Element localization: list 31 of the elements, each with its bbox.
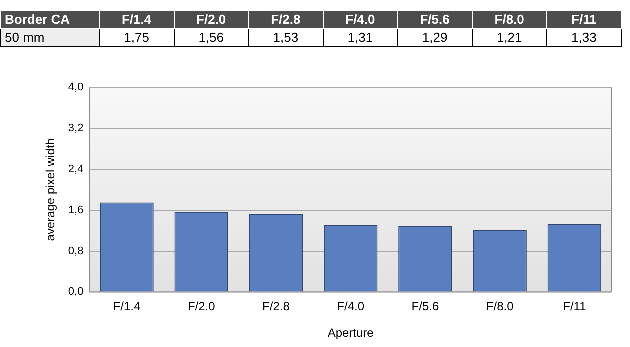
data-label: 1,21 xyxy=(472,28,547,46)
x-tick-label: F/1.4 xyxy=(113,300,141,314)
category-label: F/5.6 xyxy=(420,12,450,27)
y-axis-title: average pixel width xyxy=(44,138,58,242)
data-label: 1,53 xyxy=(248,28,324,46)
x-tick-label: F/2.0 xyxy=(188,300,216,314)
category-label: F/2.0 xyxy=(196,12,226,27)
category-label: F/11 xyxy=(572,12,597,27)
data-label: 1,33 xyxy=(546,28,622,46)
category-label: F/1.4 xyxy=(122,12,152,27)
y-tick-label: 2,4 xyxy=(68,163,84,176)
data-label: 1,29 xyxy=(398,28,472,46)
category-label: F/2.8 xyxy=(271,12,301,27)
x-tick-label: F/2.8 xyxy=(262,300,290,314)
category-label: F/4.0 xyxy=(346,12,376,27)
data-label: 1,56 xyxy=(174,28,249,46)
y-tick-label: 3,2 xyxy=(68,122,84,135)
x-axis-title: Aperture xyxy=(328,326,374,340)
text: 50 mm xyxy=(0,28,100,46)
data-label: 1,75 xyxy=(100,28,174,46)
x-tick-label: F/8.0 xyxy=(486,300,514,314)
y-tick-label: 1,6 xyxy=(68,204,84,216)
x-tick-label: F/4.0 xyxy=(337,300,365,314)
category-label: F/8.0 xyxy=(494,12,524,27)
data-label: 1,31 xyxy=(323,28,398,46)
chart-title: Border CA xyxy=(0,10,100,28)
y-tick-label: 0,0 xyxy=(68,286,84,298)
y-tick-label: 4,0 xyxy=(68,82,84,94)
x-tick-label: F/5.6 xyxy=(412,300,440,314)
y-tick-label: 0,8 xyxy=(68,245,84,258)
x-tick-label: F/11 xyxy=(563,300,587,314)
